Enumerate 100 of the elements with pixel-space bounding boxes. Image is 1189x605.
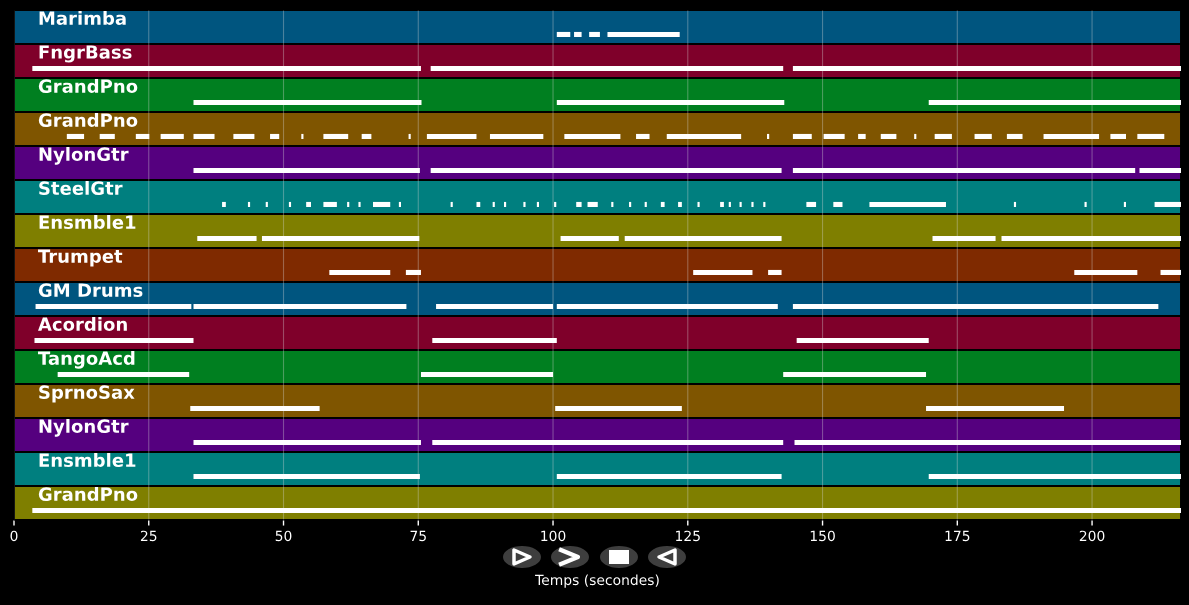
bar xyxy=(794,439,1181,446)
x-tick-label: 150 xyxy=(810,530,835,542)
bar xyxy=(926,405,1065,412)
bar xyxy=(556,31,571,38)
x-tick-label: 200 xyxy=(1079,530,1105,542)
bar xyxy=(1160,269,1181,276)
bar xyxy=(222,201,226,208)
bar xyxy=(914,133,917,140)
bar xyxy=(1139,167,1181,174)
bar xyxy=(858,133,866,140)
bar xyxy=(32,65,421,72)
bar xyxy=(751,201,754,208)
bar xyxy=(556,303,778,310)
bar xyxy=(430,167,782,174)
bar xyxy=(190,405,320,412)
bar xyxy=(436,303,554,310)
bar xyxy=(301,133,304,140)
bar xyxy=(928,473,1181,480)
bar xyxy=(347,201,350,208)
bar xyxy=(560,235,619,242)
bar xyxy=(57,371,190,378)
bar xyxy=(636,133,650,140)
bar xyxy=(739,201,742,208)
bar xyxy=(536,201,540,208)
x-axis-title: Temps (secondes) xyxy=(535,574,659,588)
y-tick-label: GM Drums xyxy=(38,283,143,297)
bar xyxy=(576,201,582,208)
bar xyxy=(193,303,407,310)
bar xyxy=(261,235,420,242)
y-tick-label: GrandPno xyxy=(38,79,138,93)
bar xyxy=(193,473,420,480)
bar xyxy=(372,201,391,208)
bar xyxy=(247,201,251,208)
x-tick-label: 75 xyxy=(410,530,426,542)
bar xyxy=(430,65,784,72)
bar xyxy=(34,337,194,344)
y-tick-label: Ensmble1 xyxy=(39,215,136,229)
bar xyxy=(193,99,422,106)
bar xyxy=(589,31,600,38)
bar xyxy=(489,133,544,140)
bar xyxy=(833,201,843,208)
bar xyxy=(160,133,184,140)
bar xyxy=(720,201,724,208)
y-tick-label: SteelGtr xyxy=(39,181,123,195)
bar xyxy=(693,269,753,276)
y-tick-label: FngrBass xyxy=(39,45,132,63)
bar xyxy=(1074,269,1138,276)
bar xyxy=(193,439,421,446)
bar xyxy=(932,235,996,242)
y-tick-label: TangoAcd xyxy=(38,351,135,369)
bar xyxy=(426,133,477,140)
bar xyxy=(1013,201,1017,208)
bar xyxy=(792,65,1181,72)
bar xyxy=(361,133,372,140)
x-tick-label: 50 xyxy=(275,530,292,542)
bar xyxy=(554,201,557,208)
bar xyxy=(288,201,292,208)
bar xyxy=(928,99,1181,106)
bar xyxy=(1043,133,1100,140)
x-tick-label: 125 xyxy=(676,530,700,542)
bar xyxy=(660,201,665,208)
bar xyxy=(450,201,453,208)
y-tick-label: Trumpet xyxy=(38,249,123,267)
bar xyxy=(629,201,632,208)
bar xyxy=(574,31,582,38)
bar xyxy=(420,371,554,378)
bar xyxy=(792,167,1136,174)
bar xyxy=(233,133,255,140)
bar xyxy=(880,133,897,140)
bar xyxy=(555,405,682,412)
bar xyxy=(323,133,349,140)
bar xyxy=(644,201,647,208)
bar xyxy=(556,473,782,480)
y-tick-label: GrandPno xyxy=(38,113,138,127)
bar xyxy=(678,201,682,208)
bar xyxy=(783,371,927,378)
bar xyxy=(197,235,257,242)
y-tick-label: Marimba xyxy=(39,11,126,25)
bar xyxy=(398,201,402,208)
bar xyxy=(492,201,495,208)
y-tick-label: NylonGtr xyxy=(39,419,129,437)
bar xyxy=(823,133,845,140)
bar xyxy=(323,201,337,208)
bar xyxy=(728,201,731,208)
bar xyxy=(587,201,598,208)
bar xyxy=(1006,133,1023,140)
bar xyxy=(869,201,946,208)
bar xyxy=(503,201,507,208)
bar xyxy=(135,133,150,140)
bar xyxy=(934,133,952,140)
y-tick-label: GrandPno xyxy=(38,487,138,501)
x-tick-label: 175 xyxy=(945,530,970,542)
bar xyxy=(607,31,680,38)
bar xyxy=(99,133,115,140)
bar xyxy=(806,201,817,208)
bar xyxy=(408,133,411,140)
bar xyxy=(35,303,192,310)
bar xyxy=(1001,235,1181,242)
bar xyxy=(1123,201,1127,208)
x-tick-label: 100 xyxy=(541,530,566,542)
